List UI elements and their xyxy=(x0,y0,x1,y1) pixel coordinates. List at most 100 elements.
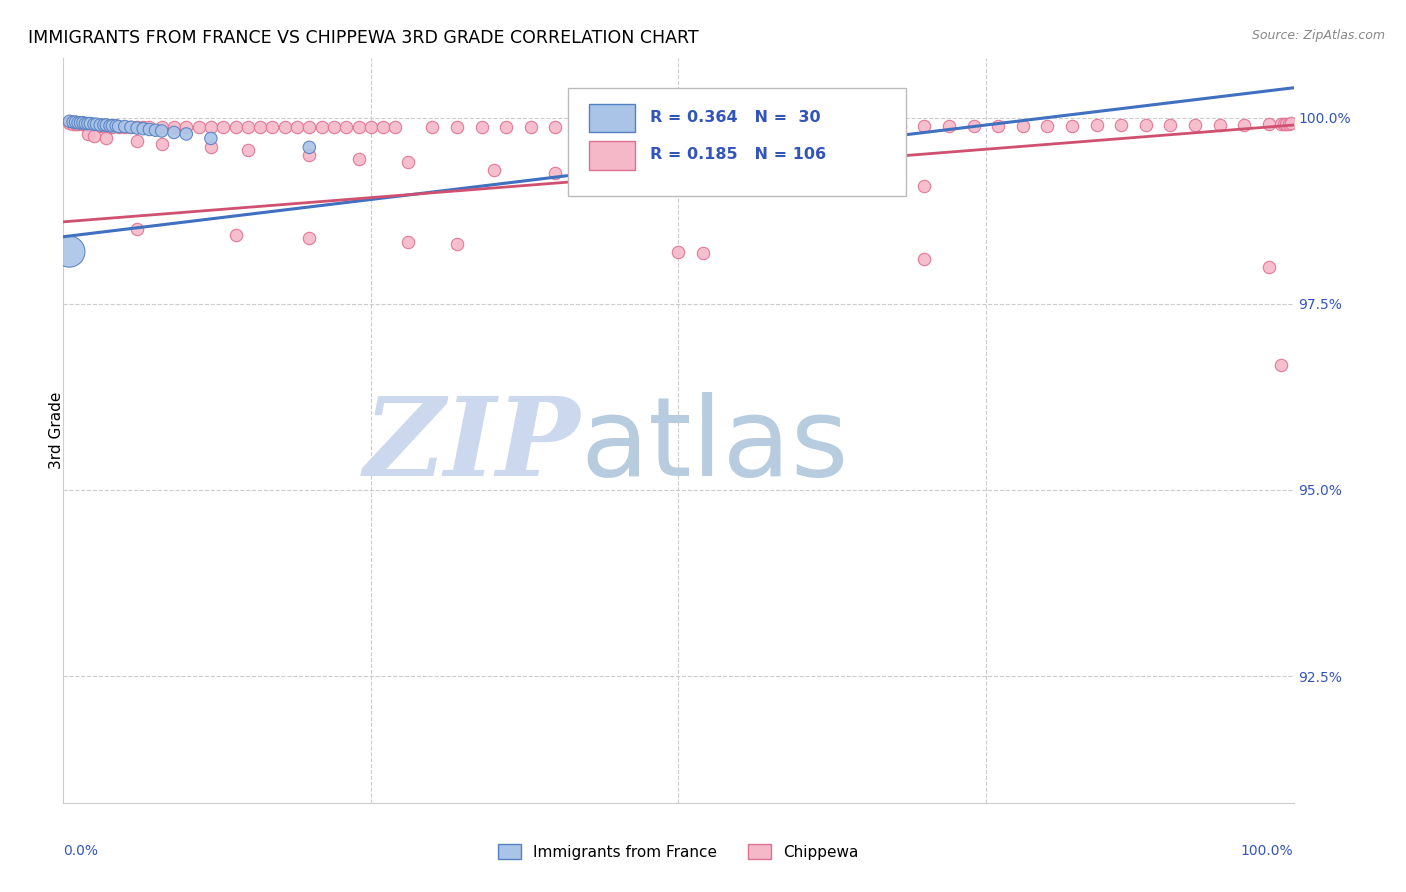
Point xyxy=(371,120,394,135)
Point xyxy=(62,116,84,130)
Point xyxy=(174,127,197,141)
Point xyxy=(132,120,155,135)
Point xyxy=(114,120,136,134)
Point xyxy=(87,119,110,133)
Point xyxy=(76,118,98,132)
Point xyxy=(1036,119,1059,133)
Point xyxy=(914,179,936,194)
Point xyxy=(174,120,197,135)
Point xyxy=(1233,118,1256,132)
Point xyxy=(815,120,838,134)
Point xyxy=(273,120,295,135)
Point xyxy=(889,119,911,133)
Point xyxy=(75,117,97,131)
Point xyxy=(298,148,321,162)
Text: Source: ZipAtlas.com: Source: ZipAtlas.com xyxy=(1251,29,1385,42)
Point xyxy=(138,120,160,135)
Point xyxy=(741,120,763,134)
Point xyxy=(120,120,142,135)
Point xyxy=(1184,118,1206,132)
Point xyxy=(311,120,333,135)
Point xyxy=(914,119,936,133)
FancyBboxPatch shape xyxy=(568,87,905,195)
Point xyxy=(482,162,505,177)
Point xyxy=(150,136,173,151)
Point xyxy=(987,119,1010,133)
Point xyxy=(225,228,247,243)
Point xyxy=(93,119,115,133)
Point xyxy=(643,120,665,134)
Point xyxy=(187,120,209,135)
Text: atlas: atlas xyxy=(579,392,848,499)
Point xyxy=(839,120,862,134)
Point xyxy=(446,120,468,135)
Point xyxy=(150,120,173,135)
Point xyxy=(145,123,167,137)
Point xyxy=(83,117,105,131)
Point xyxy=(593,120,616,134)
Point xyxy=(962,119,984,133)
Point xyxy=(1272,117,1295,131)
Y-axis label: 3rd Grade: 3rd Grade xyxy=(49,392,63,469)
Point xyxy=(89,119,111,133)
Point xyxy=(347,152,370,166)
Point xyxy=(72,116,94,130)
Point xyxy=(619,120,641,134)
Point xyxy=(67,116,90,130)
Point xyxy=(101,119,124,133)
Point xyxy=(132,121,155,136)
Point xyxy=(544,166,567,180)
Point xyxy=(544,120,567,134)
Text: R = 0.185   N = 106: R = 0.185 N = 106 xyxy=(650,147,827,162)
Point xyxy=(70,117,93,131)
Point xyxy=(384,120,406,135)
Point xyxy=(495,120,517,135)
Point xyxy=(58,244,80,259)
Point xyxy=(1111,118,1133,132)
Point xyxy=(127,120,148,135)
Point xyxy=(1275,117,1298,131)
Point xyxy=(200,140,222,154)
Point xyxy=(107,120,129,134)
Point xyxy=(914,252,936,266)
Point xyxy=(62,115,84,129)
Point xyxy=(335,120,357,135)
Point xyxy=(1279,116,1302,130)
FancyBboxPatch shape xyxy=(589,104,636,132)
Point xyxy=(83,129,105,144)
Point xyxy=(120,120,142,135)
Point xyxy=(105,119,128,133)
Point xyxy=(1160,118,1182,132)
Point xyxy=(249,120,271,135)
Point xyxy=(568,120,591,134)
Point xyxy=(58,116,80,130)
Point xyxy=(298,231,321,245)
Point xyxy=(422,120,444,135)
Point xyxy=(692,246,714,260)
Point xyxy=(347,120,370,135)
Point xyxy=(200,131,222,145)
Point xyxy=(1257,117,1279,131)
Point xyxy=(98,120,121,134)
Point xyxy=(765,120,787,134)
Point xyxy=(98,119,121,133)
Point xyxy=(76,116,98,130)
Point xyxy=(1270,358,1292,372)
Point xyxy=(790,120,813,134)
Text: 100.0%: 100.0% xyxy=(1241,844,1294,858)
Point xyxy=(83,118,105,132)
Point xyxy=(212,120,235,135)
Point xyxy=(127,135,148,149)
Point xyxy=(298,120,321,135)
Point xyxy=(298,140,321,154)
Point xyxy=(446,237,468,252)
Point xyxy=(1277,116,1299,130)
Point xyxy=(1062,119,1084,133)
Text: 0.0%: 0.0% xyxy=(63,844,98,858)
Point xyxy=(1257,260,1279,274)
Point xyxy=(839,176,862,190)
Point xyxy=(96,118,118,132)
Point xyxy=(236,120,259,135)
Point xyxy=(938,119,960,133)
Point xyxy=(790,174,813,188)
